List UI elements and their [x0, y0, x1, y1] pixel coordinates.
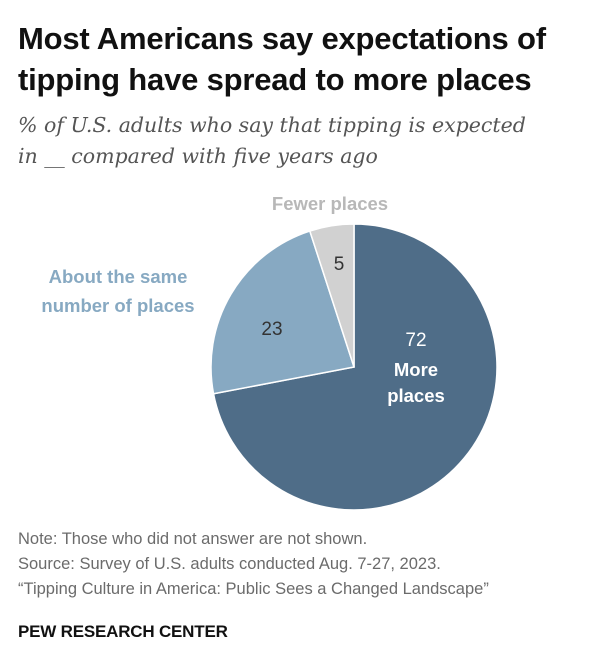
pie-category-label-0-line-0: More — [394, 359, 438, 380]
footer-report-title: “Tipping Culture in America: Public Sees… — [18, 580, 489, 598]
chart-subtitle-line-2: in __ compared with five years ago — [18, 144, 378, 168]
footer-source: Source: Survey of U.S. adults conducted … — [18, 555, 441, 573]
pie-value-label-2: 5 — [334, 254, 345, 275]
pie-value-label-1: 23 — [261, 319, 282, 340]
chart-footer: Note: Those who did not answer are not s… — [18, 527, 598, 602]
pie-slice-2 — [308, 223, 355, 368]
pie-slice-1 — [210, 230, 355, 395]
pie-category-label-2-line-0: Fewer places — [272, 193, 388, 214]
chart-title: Most Americans say expectations of tippi… — [18, 18, 588, 100]
pie-category-label-1: About the same number of places — [41, 266, 194, 316]
chart-title-line-2: tipping have spread to more places — [18, 62, 532, 97]
pie-chart: 72 23 5 More places About the same number of p… — [41, 193, 498, 511]
brand-logo-text: PEW RESEARCH CENTER — [18, 622, 228, 641]
pie-category-label-1-line-1: number of places — [41, 295, 194, 316]
pie-category-label-0: More places — [387, 359, 445, 406]
chart-subtitle-line-1: % of U.S. adults who say that tipping is… — [18, 113, 526, 137]
footer-note: Note: Those who did not answer are not s… — [18, 530, 368, 548]
pie-value-label-0: 72 — [405, 330, 426, 351]
chart-title-line-1: Most Americans say expectations of — [18, 21, 546, 56]
pie-slice-0 — [212, 223, 498, 511]
pie-category-label-2: Fewer places — [272, 193, 388, 214]
pie-category-label-1-line-0: About the same — [49, 266, 188, 287]
pie-category-label-0-line-1: places — [387, 385, 445, 406]
chart-subtitle: % of U.S. adults who say that tipping is… — [18, 110, 578, 172]
